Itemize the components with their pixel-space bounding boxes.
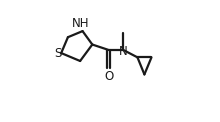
Text: O: O [104,70,113,83]
Text: N: N [118,45,127,58]
Text: S: S [55,47,62,60]
Text: NH: NH [72,17,90,30]
